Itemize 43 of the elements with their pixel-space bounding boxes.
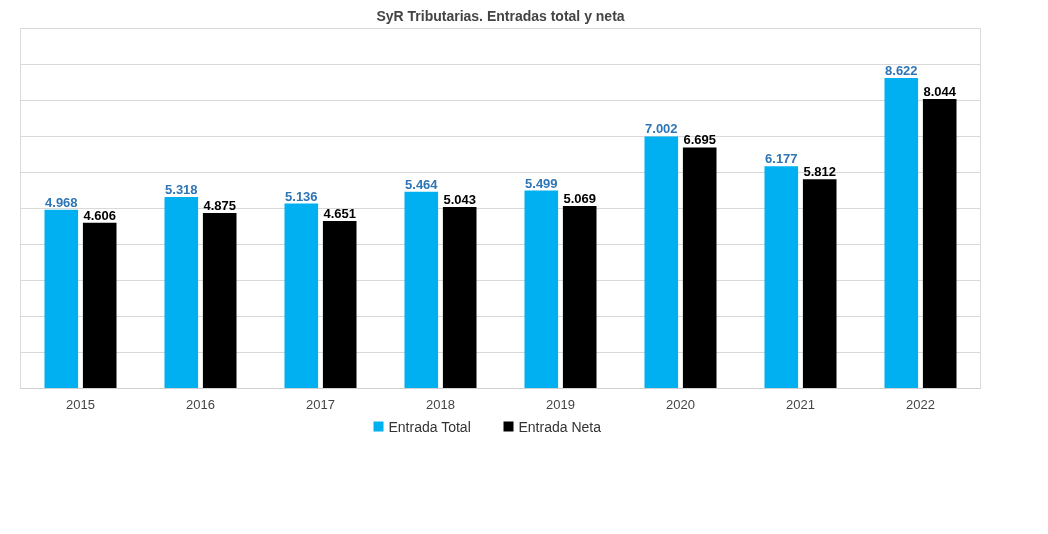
x-tick-label: 2015 (66, 396, 95, 412)
data-label: 8.044 (923, 83, 957, 99)
data-label: 5.464 (405, 176, 439, 192)
bar (82, 222, 117, 389)
bar (164, 197, 199, 389)
x-tick-label: 2018 (426, 396, 455, 412)
x-tick-label: 2016 (186, 396, 215, 412)
bar (442, 206, 477, 389)
data-label: 5.318 (165, 182, 198, 198)
bar (562, 206, 597, 389)
data-label: 4.651 (323, 206, 356, 222)
bar (922, 98, 957, 389)
data-label: 4.875 (203, 198, 236, 213)
data-label: 5.812 (803, 164, 836, 180)
chart-title: SyR Tributarias. Entradas total y neta (376, 7, 625, 24)
legend-label: Entrada Neta (518, 418, 602, 435)
data-label: 4.968 (45, 194, 78, 210)
bar (644, 136, 679, 389)
data-label: 5.069 (563, 191, 596, 207)
bar (524, 190, 559, 389)
data-label: 6.695 (683, 132, 716, 148)
bar (322, 221, 357, 389)
data-label: 5.136 (285, 188, 318, 204)
bar (682, 147, 717, 389)
x-tick-label: 2022 (906, 396, 935, 412)
data-label: 4.606 (83, 207, 116, 223)
x-tick-label: 2021 (786, 396, 815, 412)
bar (884, 78, 919, 389)
x-tick-label: 2017 (306, 396, 335, 412)
bar (404, 191, 439, 389)
legend-label: Entrada Total (388, 418, 471, 435)
bar (802, 179, 837, 389)
bar (284, 203, 319, 389)
bar (44, 209, 79, 389)
bar (764, 166, 799, 389)
data-label: 5.043 (443, 191, 476, 207)
x-tick-label: 2019 (546, 396, 575, 412)
data-label: 7.002 (645, 121, 678, 137)
data-label: 5.499 (525, 175, 558, 191)
data-label: 8.622 (885, 63, 918, 79)
x-tick-label: 2020 (666, 396, 695, 412)
data-label: 6.177 (765, 151, 798, 167)
bar (202, 213, 237, 389)
